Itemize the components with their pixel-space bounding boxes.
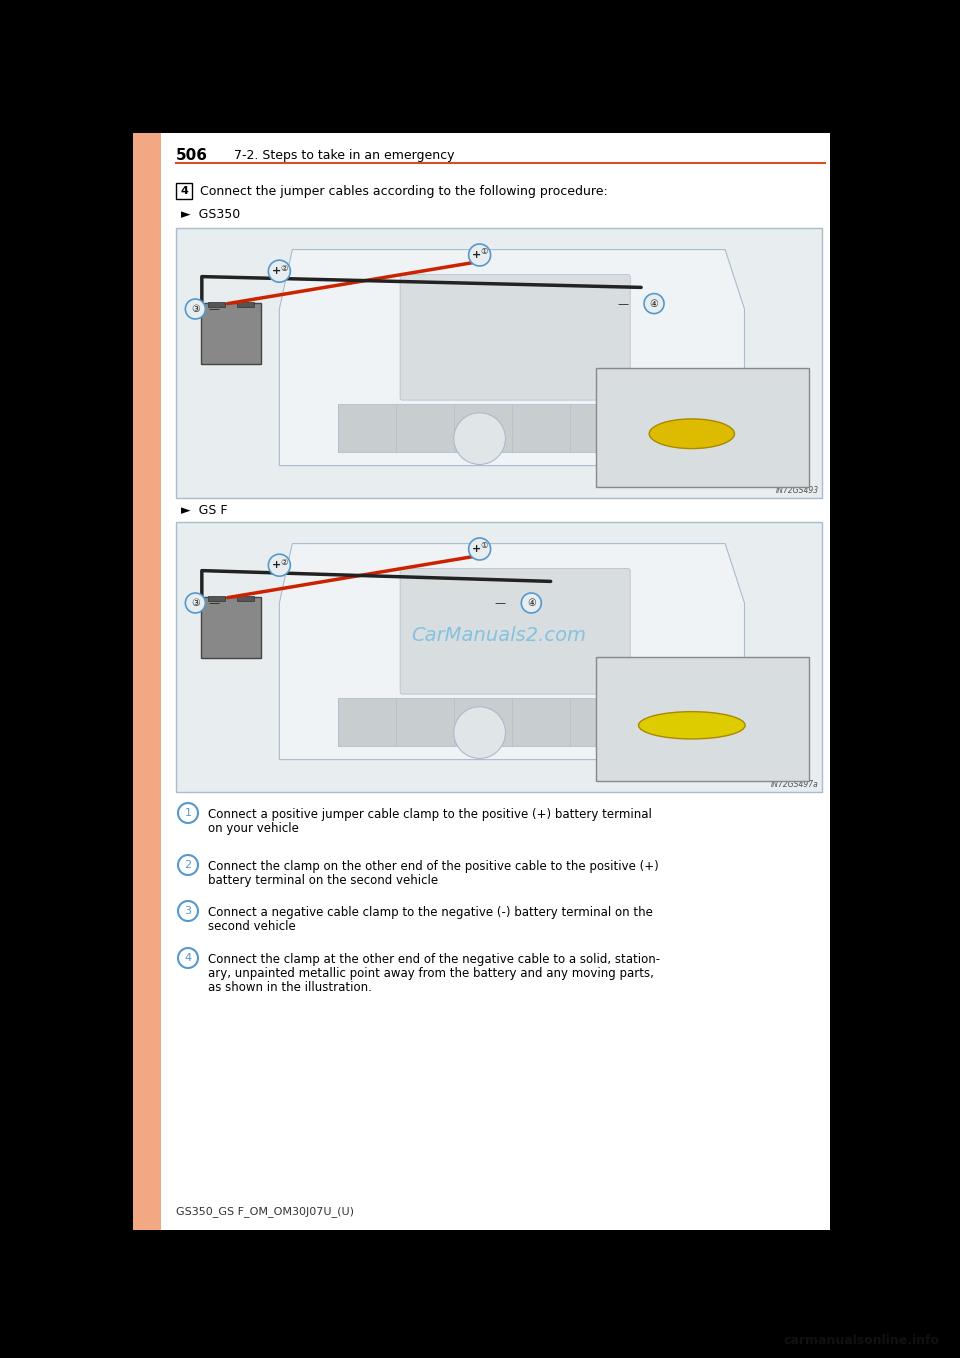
- FancyBboxPatch shape: [400, 569, 630, 694]
- Text: ②: ②: [280, 263, 288, 273]
- Text: ③: ③: [191, 598, 200, 608]
- Text: 4: 4: [184, 953, 192, 963]
- FancyBboxPatch shape: [176, 228, 822, 498]
- Text: —: —: [208, 304, 220, 314]
- Text: 3: 3: [184, 906, 191, 917]
- Text: 506: 506: [176, 148, 208, 163]
- Text: IN72GS497a: IN72GS497a: [771, 779, 819, 789]
- Text: Connect the clamp at the other end of the negative cable to a solid, station-: Connect the clamp at the other end of th…: [208, 953, 660, 966]
- Text: 1: 1: [184, 808, 191, 818]
- Text: ►  GS F: ► GS F: [181, 504, 228, 516]
- Text: IN72GS493: IN72GS493: [776, 486, 819, 496]
- FancyBboxPatch shape: [133, 133, 830, 1230]
- Circle shape: [178, 948, 198, 968]
- Text: ②: ②: [280, 558, 288, 566]
- Text: +: +: [272, 561, 281, 570]
- Text: Connect a negative cable clamp to the negative (-) battery terminal on the: Connect a negative cable clamp to the ne…: [208, 906, 653, 919]
- Circle shape: [468, 244, 491, 266]
- FancyBboxPatch shape: [237, 301, 254, 307]
- FancyBboxPatch shape: [207, 596, 225, 600]
- Polygon shape: [279, 250, 745, 466]
- Ellipse shape: [649, 418, 734, 448]
- FancyBboxPatch shape: [207, 301, 225, 307]
- Circle shape: [178, 803, 198, 823]
- Text: ①: ①: [481, 247, 489, 257]
- Text: —: —: [494, 598, 506, 608]
- Circle shape: [454, 413, 506, 464]
- Text: battery terminal on the second vehicle: battery terminal on the second vehicle: [208, 875, 438, 887]
- Text: 2: 2: [184, 860, 192, 870]
- FancyBboxPatch shape: [133, 133, 161, 1230]
- Circle shape: [644, 293, 664, 314]
- FancyBboxPatch shape: [237, 596, 254, 600]
- FancyBboxPatch shape: [201, 303, 261, 364]
- Text: 7-2. Steps to take in an emergency: 7-2. Steps to take in an emergency: [234, 148, 454, 162]
- Text: ③: ③: [191, 304, 200, 314]
- Circle shape: [269, 554, 290, 576]
- Text: ary, unpainted metallic point away from the battery and any moving parts,: ary, unpainted metallic point away from …: [208, 967, 654, 980]
- Text: GS350_GS F_OM_OM30J07U_(U): GS350_GS F_OM_OM30J07U_(U): [176, 1206, 354, 1218]
- FancyBboxPatch shape: [596, 368, 809, 488]
- FancyBboxPatch shape: [338, 403, 628, 452]
- Text: as shown in the illustration.: as shown in the illustration.: [208, 980, 372, 994]
- Circle shape: [178, 900, 198, 921]
- Circle shape: [185, 593, 205, 612]
- Text: ④: ④: [650, 299, 659, 308]
- Polygon shape: [279, 543, 745, 759]
- Text: carmanualsonline.info: carmanualsonline.info: [784, 1334, 940, 1347]
- Text: Connect the clamp on the other end of the positive cable to the positive (+): Connect the clamp on the other end of th…: [208, 860, 659, 873]
- FancyBboxPatch shape: [400, 274, 630, 401]
- FancyBboxPatch shape: [176, 183, 192, 200]
- Text: —: —: [208, 598, 220, 608]
- FancyBboxPatch shape: [338, 698, 628, 746]
- Text: Connect a positive jumper cable clamp to the positive (+) battery terminal: Connect a positive jumper cable clamp to…: [208, 808, 652, 822]
- Text: ④: ④: [527, 598, 536, 608]
- Text: 4: 4: [180, 186, 188, 196]
- FancyBboxPatch shape: [201, 596, 261, 659]
- Text: ①: ①: [481, 542, 489, 550]
- Circle shape: [185, 299, 205, 319]
- FancyBboxPatch shape: [176, 521, 822, 792]
- Text: CarManuals2.com: CarManuals2.com: [412, 626, 587, 645]
- Circle shape: [521, 593, 541, 612]
- Text: second vehicle: second vehicle: [208, 919, 296, 933]
- Text: +: +: [472, 545, 481, 554]
- Text: +: +: [272, 266, 281, 276]
- Text: on your vehicle: on your vehicle: [208, 822, 299, 835]
- Circle shape: [269, 261, 290, 282]
- Circle shape: [178, 856, 198, 875]
- Text: Connect the jumper cables according to the following procedure:: Connect the jumper cables according to t…: [200, 185, 608, 197]
- Text: ►  GS350: ► GS350: [181, 209, 240, 221]
- Circle shape: [454, 706, 506, 758]
- Ellipse shape: [638, 712, 745, 739]
- Circle shape: [468, 538, 491, 559]
- FancyBboxPatch shape: [596, 657, 809, 781]
- Text: +: +: [472, 250, 481, 259]
- Text: —: —: [617, 299, 628, 308]
